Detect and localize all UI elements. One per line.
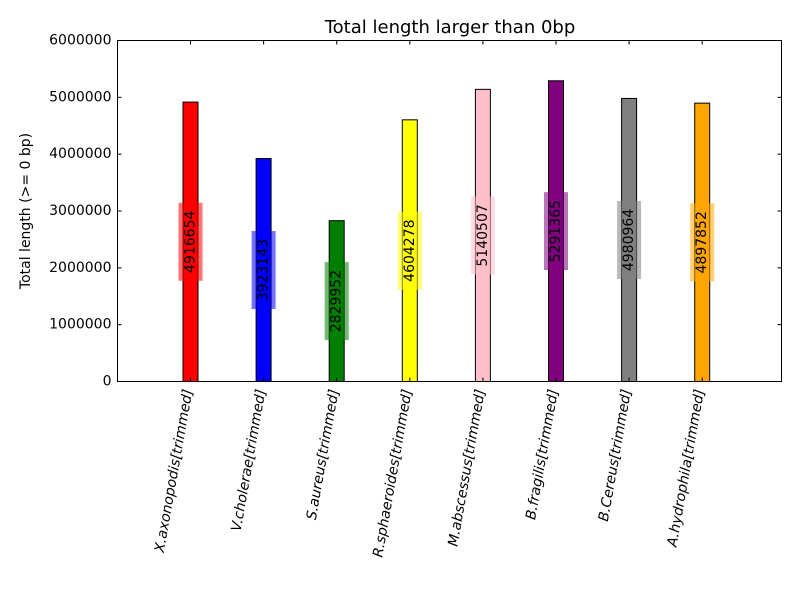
x-tick-label: V.cholerae[trimmed] [229,388,270,532]
value-label: 5291365 [548,200,564,262]
value-label-box [397,211,422,290]
x-tick-label: S.aureus[trimmed] [304,388,343,521]
y-tick-label: 5000000 [49,89,111,105]
value-label-box [617,200,642,279]
x-tick-label: B.Cereus[trimmed] [596,388,635,523]
value-label-box [690,203,715,282]
value-label: 5140507 [475,204,491,266]
value-label-box [470,196,495,275]
plot-frame [117,40,782,382]
value-label-box [544,192,568,271]
x-tick-label: R.sphaeroides[trimmed] [370,388,415,558]
x-tick-label: A.hydrophila[trimmed] [664,388,708,549]
value-label-box [178,202,203,281]
y-tick-label: 6000000 [49,33,111,49]
value-label-box [251,231,276,310]
chart-title: Total length larger than 0bp [324,17,576,38]
x-tick-label: B.fragilis[trimmed] [523,388,562,521]
y-tick-label: 3000000 [49,203,111,219]
value-label-box [324,262,349,341]
value-label: 4916654 [183,211,199,273]
y-tick-label: 0 [103,374,112,390]
value-label: 2829952 [329,270,345,332]
x-tick-label: X.axonopodis[trimmed] [152,388,197,555]
y-axis-ticks: 0 1000000 2000000 3000000 4000000 5000000 6000… [49,33,782,390]
value-label: 3923143 [256,239,272,301]
y-tick-label: 4000000 [49,146,111,162]
y-tick-label: 2000000 [49,260,111,276]
value-label: 4980964 [621,209,637,271]
y-tick-label: 1000000 [49,317,111,333]
value-label: 4604278 [402,219,418,281]
value-labels-group: 4916654 3923143 2829952 4604278 5140507 52913… [178,192,715,341]
y-axis-label: Total length (>= 0 bp) [18,133,34,290]
x-tick-label: M.abscessus[trimmed] [445,388,488,548]
value-label: 4897852 [694,211,710,273]
